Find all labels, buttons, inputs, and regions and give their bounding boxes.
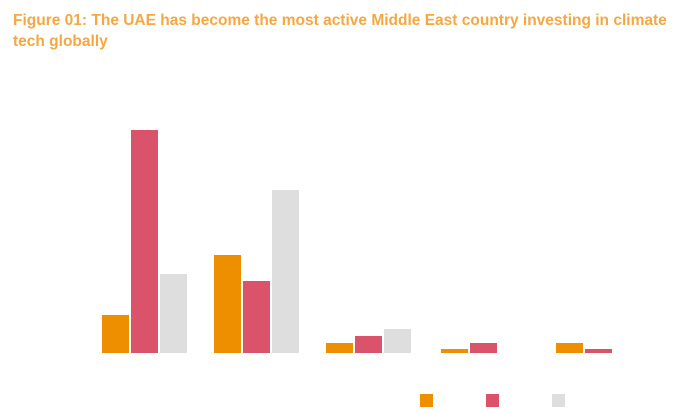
bar-group-2-series-3 bbox=[272, 190, 299, 353]
chart-title: Figure 01: The UAE has become the most a… bbox=[13, 12, 667, 50]
bar-group-1-series-3 bbox=[160, 274, 187, 353]
bar-group-1-series-2 bbox=[131, 130, 158, 353]
bar-group-3-series-1 bbox=[326, 343, 353, 353]
bar-group-5-series-2 bbox=[585, 349, 612, 353]
bar-group-1-series-1 bbox=[102, 315, 129, 353]
legend-swatch-series-2 bbox=[486, 394, 499, 407]
bar-group-4-series-2 bbox=[470, 343, 497, 353]
bar-chart bbox=[102, 130, 612, 353]
legend-swatch-series-1 bbox=[420, 394, 433, 407]
legend-item-series-1 bbox=[420, 394, 438, 407]
legend-item-series-2 bbox=[486, 394, 504, 407]
legend-swatch-series-3 bbox=[552, 394, 565, 407]
bar-group-2-series-2 bbox=[243, 281, 270, 353]
bar-group-3-series-3 bbox=[384, 329, 411, 353]
bar-group-3-series-2 bbox=[355, 336, 382, 353]
bar-group-2-series-1 bbox=[214, 255, 241, 353]
legend-item-series-3 bbox=[552, 394, 570, 407]
bar-group-5-series-1 bbox=[556, 343, 583, 353]
chart-legend bbox=[420, 394, 570, 407]
bar-group-4-series-1 bbox=[441, 349, 468, 353]
